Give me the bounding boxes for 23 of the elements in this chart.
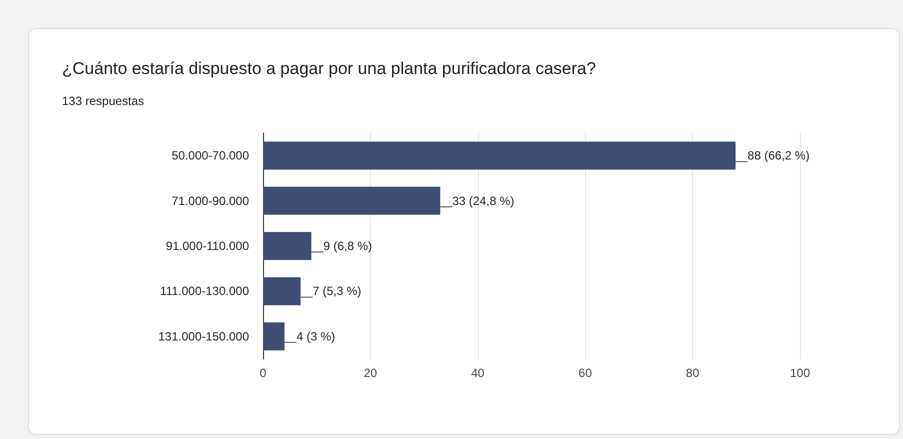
x-tick-label: 60	[578, 366, 592, 380]
text: 133 respuestas	[62, 94, 144, 108]
x-tick-label: 100	[790, 366, 810, 380]
y-tick-label: 91.000-110.000	[166, 239, 250, 253]
bar	[263, 322, 284, 350]
data-label: 33 (24,8 %)	[452, 194, 514, 208]
x-tick-label: 80	[686, 366, 700, 380]
x-tick-label: 20	[364, 366, 378, 380]
data-label: 88 (66,2 %)	[748, 148, 810, 163]
y-tick-label: 111.000-130.000	[160, 284, 250, 298]
bar	[263, 186, 440, 215]
bar	[263, 232, 312, 260]
y-tick-label: 50.000-70.000	[172, 148, 250, 163]
data-label: 7 (5,3 %)	[312, 284, 362, 298]
data-label: 9 (6,8 %)	[323, 239, 372, 253]
bar	[263, 142, 736, 170]
y-tick-label: 71.000-90.000	[172, 194, 250, 208]
bar	[263, 277, 301, 306]
y-tick-label: 131.000-150.000	[158, 329, 250, 344]
chart-title: ¿Cuánto estaría dispuesto a pagar por una planta purificadora casera?	[62, 59, 596, 78]
x-tick-label: 40	[471, 366, 485, 380]
x-tick-label: 0	[260, 366, 267, 380]
data-label: 4 (3 %)	[296, 329, 336, 344]
